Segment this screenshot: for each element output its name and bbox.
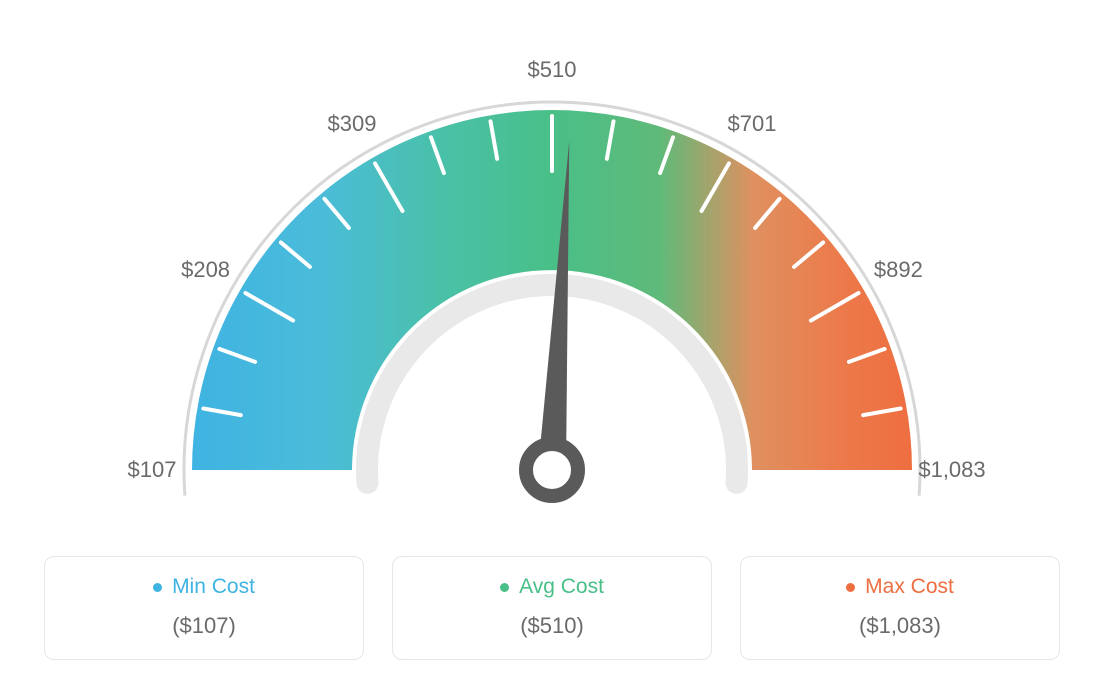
max-cost-label: Max Cost <box>865 575 954 599</box>
gauge-chart: $107 $208 $309 $510 $701 $892 $1,083 <box>0 0 1104 560</box>
max-cost-title: Max Cost <box>846 575 954 599</box>
gauge-tick-label: $892 <box>874 257 923 283</box>
avg-cost-title: Avg Cost <box>500 575 604 599</box>
gauge-tick-label: $701 <box>728 111 777 137</box>
avg-cost-dot-icon <box>500 583 509 592</box>
max-cost-card: Max Cost ($1,083) <box>740 556 1060 660</box>
avg-cost-value: ($510) <box>401 613 703 639</box>
min-cost-label: Min Cost <box>172 575 255 599</box>
summary-row: Min Cost ($107) Avg Cost ($510) Max Cost… <box>0 556 1104 660</box>
avg-cost-label: Avg Cost <box>519 575 604 599</box>
max-cost-dot-icon <box>846 583 855 592</box>
min-cost-title: Min Cost <box>153 575 255 599</box>
gauge-tick-label: $107 <box>128 457 177 483</box>
gauge-tick-label: $208 <box>181 257 230 283</box>
gauge-svg <box>132 40 972 520</box>
gauge-tick-label: $1,083 <box>918 457 985 483</box>
avg-cost-card: Avg Cost ($510) <box>392 556 712 660</box>
gauge-tick-label: $309 <box>328 111 377 137</box>
min-cost-value: ($107) <box>53 613 355 639</box>
min-cost-dot-icon <box>153 583 162 592</box>
gauge-tick-label: $510 <box>528 57 577 83</box>
min-cost-card: Min Cost ($107) <box>44 556 364 660</box>
max-cost-value: ($1,083) <box>749 613 1051 639</box>
